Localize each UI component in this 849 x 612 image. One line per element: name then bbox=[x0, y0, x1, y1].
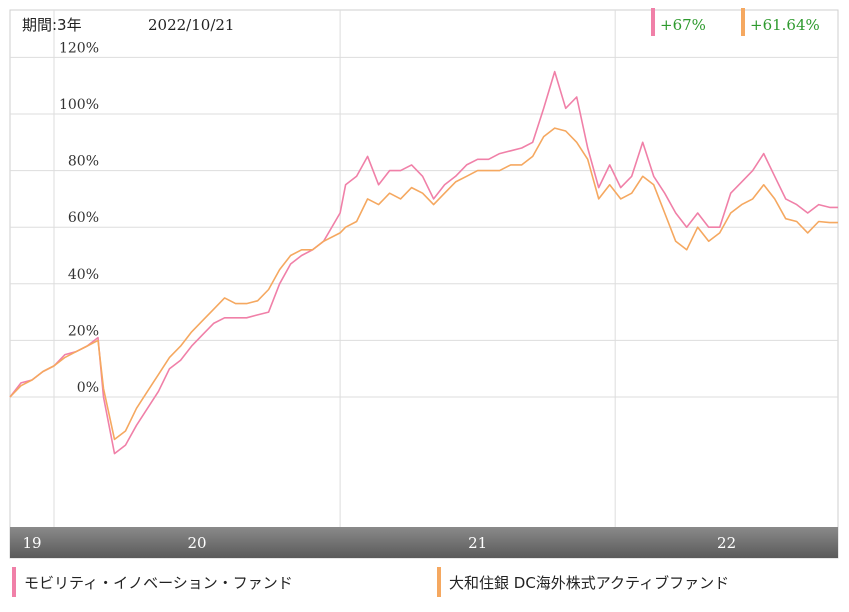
legend-label-1: モビリティ・イノベーション・ファンド bbox=[24, 573, 293, 592]
period-label: 期間:3年 bbox=[22, 16, 82, 34]
series-line-1 bbox=[9, 70, 838, 455]
legend-swatch-1 bbox=[12, 567, 16, 597]
legend-item-1: モビリティ・イノベーション・ファンド bbox=[12, 562, 293, 602]
legend-swatch-2 bbox=[437, 567, 441, 597]
series-line-2 bbox=[9, 127, 838, 441]
return-value-1: +67% bbox=[660, 16, 706, 34]
x-year-label: 19 bbox=[22, 534, 41, 552]
legend-item-2: 大和住銀 DC海外株式アクティブファンド bbox=[437, 562, 729, 602]
header-date: 2022/10/21 bbox=[148, 16, 234, 34]
return-value-2: +61.64% bbox=[750, 16, 820, 34]
y-tick-label: 120% bbox=[59, 40, 99, 56]
y-tick-label: 100% bbox=[59, 97, 99, 113]
x-year-label: 21 bbox=[468, 534, 487, 552]
badge-swatch-1 bbox=[651, 8, 655, 36]
x-axis-band bbox=[10, 527, 838, 558]
badge-swatch-2 bbox=[741, 8, 745, 36]
grid-layer bbox=[10, 10, 838, 558]
y-tick-label: 40% bbox=[68, 267, 99, 283]
series-layer bbox=[9, 70, 838, 455]
y-tick-labels: 120% 100% 80% 60% 40% 20% 0% bbox=[59, 40, 99, 396]
legend-label-2: 大和住銀 DC海外株式アクティブファンド bbox=[449, 573, 730, 592]
y-tick-label: 0% bbox=[77, 380, 99, 396]
x-axis-labels: 19 20 21 22 bbox=[22, 534, 736, 552]
x-year-label: 22 bbox=[717, 534, 736, 552]
x-year-label: 20 bbox=[188, 534, 207, 552]
y-tick-label: 60% bbox=[68, 210, 99, 226]
y-tick-label: 20% bbox=[68, 323, 99, 339]
y-tick-label: 80% bbox=[68, 154, 99, 170]
